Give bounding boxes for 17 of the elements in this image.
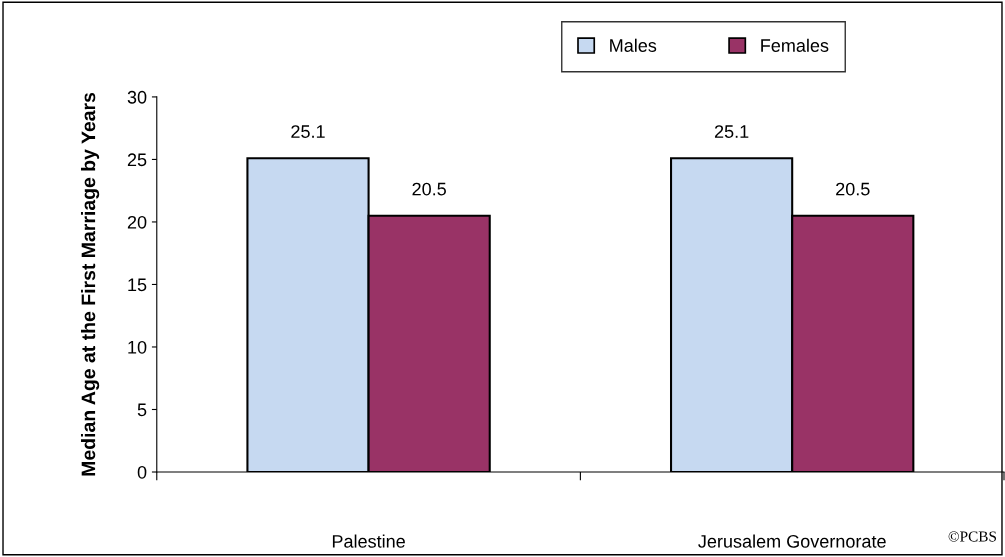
data-label: 25.1 — [714, 125, 749, 138]
data-label: 20.5 — [836, 182, 870, 196]
data-label: 20.5 — [412, 182, 446, 196]
legend-label: Females — [761, 38, 829, 52]
y-tick-label: 30 — [127, 90, 147, 104]
x-tick-label: Jerusalem Governorate — [698, 534, 886, 548]
y-tick-label: 25 — [127, 153, 147, 167]
y-tick-label: 15 — [128, 278, 147, 292]
y-tick-label: 5 — [137, 403, 147, 417]
y-tick-label: 0 — [137, 465, 147, 479]
y-axis-title: Median Age at the First Marriage by Years — [80, 92, 100, 476]
y-tick-label: 10 — [128, 340, 147, 354]
legend-label: Males — [610, 38, 657, 52]
data-label: 25.1 — [291, 125, 325, 138]
y-tick-label: 20 — [127, 215, 147, 229]
text: ©PCBS — [948, 531, 997, 542]
x-tick-label: Palestine — [332, 534, 405, 548]
